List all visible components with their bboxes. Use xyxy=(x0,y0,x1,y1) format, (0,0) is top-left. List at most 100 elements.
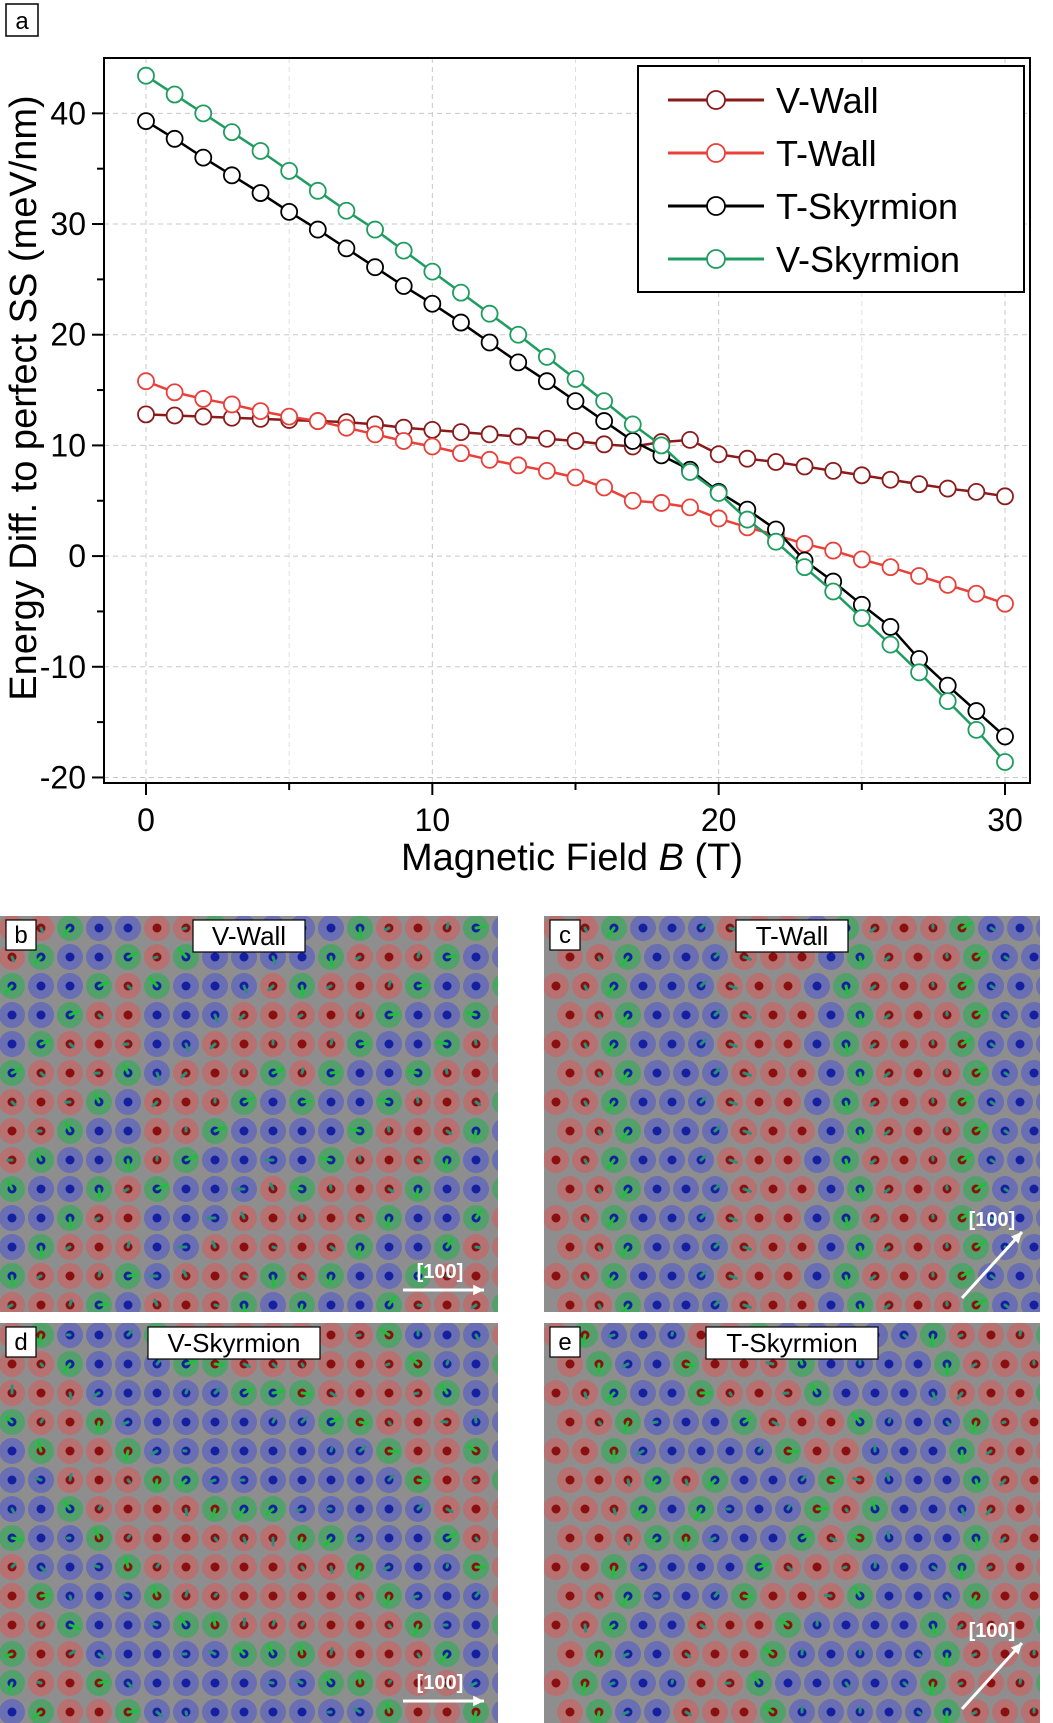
spin-arrow xyxy=(126,1273,138,1278)
spin-arrow xyxy=(534,1422,536,1430)
spin-core xyxy=(667,1620,677,1630)
spin-core xyxy=(152,1678,162,1688)
spin-arrow xyxy=(213,1536,219,1542)
spin-arrow xyxy=(445,922,450,930)
spin-arrow xyxy=(385,1701,391,1714)
spin-core xyxy=(355,1068,365,1078)
spin-arrow xyxy=(858,1187,864,1199)
spin-core xyxy=(1029,1068,1039,1078)
spin-core xyxy=(94,1126,104,1136)
spin-arrow xyxy=(472,1710,478,1723)
spin-arrow xyxy=(323,1674,333,1685)
spin-arrow xyxy=(596,1652,601,1664)
spin-arrow xyxy=(957,1333,964,1338)
spin-core xyxy=(551,1678,561,1688)
spin-arrow xyxy=(883,1013,891,1020)
spin-core xyxy=(594,1533,604,1543)
data-point xyxy=(910,475,928,494)
spin-core xyxy=(501,1476,510,1485)
spin-core xyxy=(297,1446,307,1456)
spin-arrow xyxy=(155,1562,161,1569)
spin-core xyxy=(501,1185,510,1194)
data-point xyxy=(996,727,1014,746)
spin-site xyxy=(521,1031,547,1057)
plot-frame xyxy=(103,57,1031,784)
spin-site xyxy=(492,975,498,997)
spin-arrow xyxy=(956,1623,964,1631)
spin-core xyxy=(152,1388,162,1398)
data-point xyxy=(165,406,184,425)
spin-arrow xyxy=(960,979,973,988)
spin-core xyxy=(1029,1126,1039,1136)
spin-core xyxy=(928,1504,938,1514)
spin-arrow xyxy=(271,1067,285,1075)
spin-core xyxy=(638,1620,648,1630)
panel-c-spin-texture: c T-Wall [100] xyxy=(544,916,1049,1336)
spin-arrow xyxy=(213,1592,219,1598)
spin-core xyxy=(94,1446,104,1456)
spin-core xyxy=(667,1388,677,1398)
spin-arrow xyxy=(4,984,14,994)
spin-arrow xyxy=(670,1679,675,1685)
spin-arrow xyxy=(530,1247,534,1250)
spin-core xyxy=(551,1213,561,1223)
spin-core xyxy=(181,1678,191,1688)
spin-core xyxy=(501,1389,510,1398)
spin-core xyxy=(7,1707,17,1717)
spin-arrow xyxy=(970,1362,978,1368)
spin-arrow xyxy=(474,925,486,930)
spin-arrow xyxy=(242,1274,249,1279)
spin-arrow xyxy=(869,1216,877,1223)
spin-arrow xyxy=(97,980,109,988)
spin-core xyxy=(152,1504,162,1514)
spin-arrow xyxy=(155,1358,162,1366)
spin-core xyxy=(681,952,691,962)
spin-core xyxy=(65,1562,75,1572)
spin-core xyxy=(384,1504,394,1514)
spin-arrow xyxy=(525,955,534,957)
spin-arrow xyxy=(211,1614,217,1627)
spin-core xyxy=(768,1010,778,1020)
data-point xyxy=(452,444,470,463)
spin-core xyxy=(1015,1155,1025,1165)
spin-arrow xyxy=(1045,1334,1049,1336)
spin-core xyxy=(797,1010,807,1020)
spin-arrow xyxy=(151,1100,159,1108)
spin-site xyxy=(492,1527,498,1549)
spin-arrow xyxy=(583,1623,588,1633)
direction-label: [100] xyxy=(417,1261,464,1283)
spin-arrow xyxy=(387,1012,399,1017)
spin-arrow xyxy=(474,1208,483,1220)
spin-core xyxy=(501,1011,510,1020)
spin-arrow xyxy=(931,1391,937,1401)
panel-title: V-Skyrmion xyxy=(168,1328,301,1358)
spin-core xyxy=(1015,1388,1025,1398)
spin-arrow xyxy=(989,1158,996,1164)
spin-core xyxy=(826,1359,836,1369)
spin-arrow xyxy=(300,1274,308,1281)
spin-arrow xyxy=(299,1212,304,1220)
spin-core xyxy=(1015,1562,1025,1572)
spin-core xyxy=(442,1707,452,1717)
spin-arrow xyxy=(470,1303,478,1310)
spin-core xyxy=(181,981,191,991)
spin-arrow xyxy=(800,1474,808,1482)
spin-arrow xyxy=(1045,1218,1049,1220)
spin-arrow xyxy=(823,1593,833,1598)
spin-site xyxy=(521,1321,547,1347)
x-axis-label-prefix: Magnetic Field xyxy=(401,837,659,879)
spin-site xyxy=(521,1205,547,1231)
data-point xyxy=(652,494,671,512)
spin-arrow xyxy=(858,1129,864,1141)
spin-site xyxy=(521,944,547,970)
spin-arrow xyxy=(39,1245,44,1258)
spin-arrow xyxy=(123,1187,130,1193)
spin-arrow xyxy=(869,926,877,933)
spin-arrow xyxy=(728,1274,738,1280)
spin-arrow xyxy=(970,1594,978,1605)
spin-arrow xyxy=(989,1042,996,1048)
spin-arrow xyxy=(505,1622,515,1625)
spin-arrow xyxy=(583,984,589,991)
spin-arrow xyxy=(620,955,630,967)
spin-arrow xyxy=(184,1359,197,1366)
